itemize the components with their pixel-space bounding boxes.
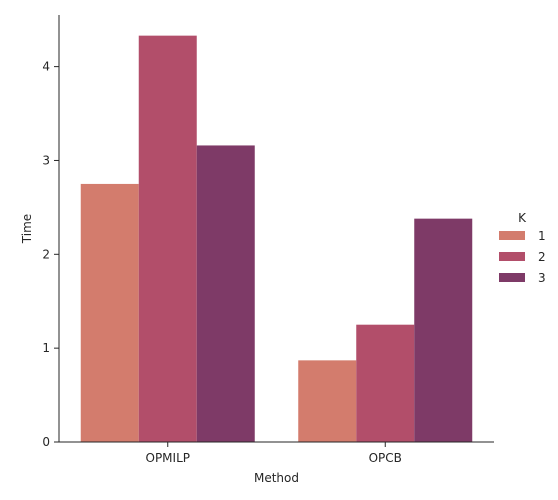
y-tick-label: 4 bbox=[42, 60, 50, 74]
bar-opcb-k2 bbox=[356, 324, 415, 442]
y-tick-label: 3 bbox=[42, 153, 50, 167]
x-tick-label: OPCB bbox=[369, 451, 402, 465]
y-tick-label: 0 bbox=[42, 435, 50, 449]
legend-swatch-k3 bbox=[499, 273, 525, 282]
legend-swatch-k2 bbox=[499, 252, 525, 261]
legend: K 1 2 3 bbox=[499, 211, 546, 285]
legend-label-k2: 2 bbox=[538, 250, 546, 264]
legend-label-k3: 3 bbox=[538, 271, 546, 285]
y-axis-title: Time bbox=[20, 214, 34, 244]
bar-opcb-k1 bbox=[298, 360, 357, 442]
axes-group bbox=[58, 15, 494, 443]
bars-group bbox=[80, 35, 473, 443]
bar-opmilp-k3 bbox=[196, 145, 255, 442]
bar-opcb-k3 bbox=[414, 218, 473, 442]
y-ticks-group: 0 1 2 3 4 bbox=[42, 60, 59, 449]
y-tick-label: 1 bbox=[42, 341, 50, 355]
legend-swatch-k1 bbox=[499, 231, 525, 240]
x-tick-label: OPMILP bbox=[146, 451, 191, 465]
x-axis-title: Method bbox=[254, 471, 299, 485]
y-tick-label: 2 bbox=[42, 247, 50, 261]
bar-opmilp-k1 bbox=[80, 183, 139, 442]
bar-opmilp-k2 bbox=[138, 35, 197, 443]
legend-label-k1: 1 bbox=[538, 229, 546, 243]
x-ticks-group: OPMILP OPCB bbox=[146, 442, 402, 465]
legend-title: K bbox=[518, 211, 527, 225]
